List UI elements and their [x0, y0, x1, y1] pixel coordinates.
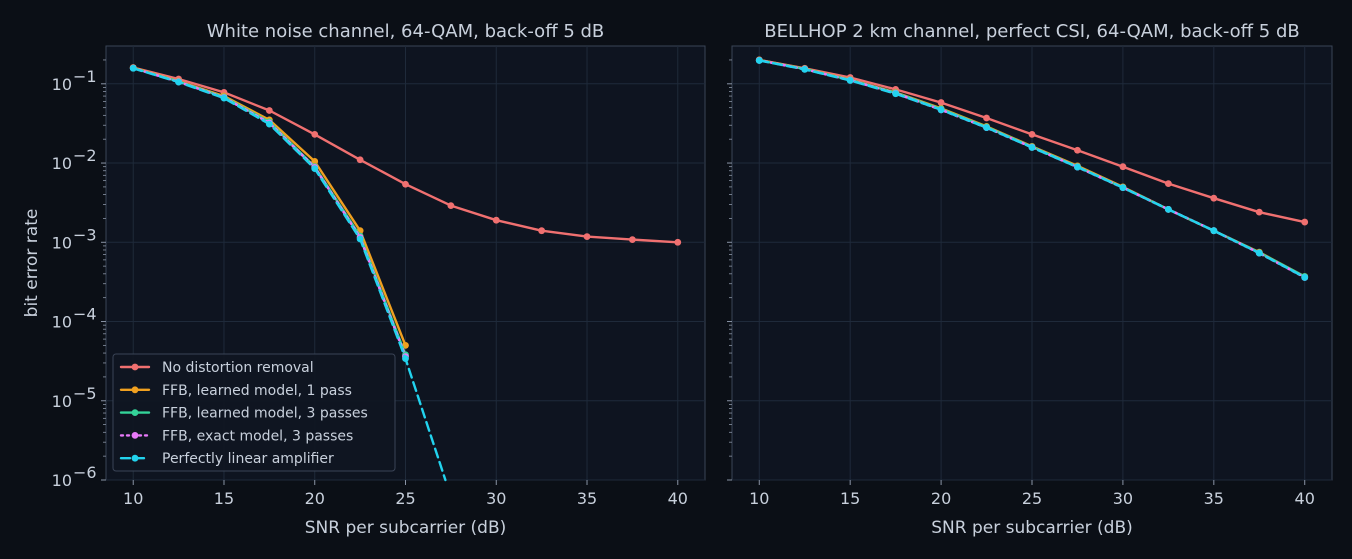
data-point-no-distortion-removal	[311, 130, 319, 138]
y-tick-label: 10	[52, 313, 72, 332]
data-point-no-distortion-removal	[1074, 146, 1081, 154]
y-tick-label-exponent: −1	[73, 67, 97, 86]
data-point-perfectly-linear-amplifier	[801, 65, 809, 73]
left-chart-title: White noise channel, 64-QAM, back-off 5 …	[207, 21, 605, 42]
data-point-no-distortion-removal	[265, 107, 273, 114]
data-point-perfectly-linear-amplifier	[983, 124, 990, 132]
data-point-perfectly-linear-amplifier	[220, 94, 228, 102]
legend-marker-ffb-learned-model-1-pass	[131, 386, 139, 394]
data-point-no-distortion-removal	[1119, 163, 1127, 171]
data-point-ffb-learned-model-1-pass	[311, 157, 319, 165]
right-chart-panel: 10 15 20 25 30 35 40 BELLHOP 2 km channel, per…	[727, 21, 1333, 538]
x-tick-label: 25	[1022, 489, 1042, 508]
data-point-no-distortion-removal	[447, 202, 455, 210]
y-tick-label-exponent: −6	[73, 463, 97, 482]
x-tick-label: 40	[668, 489, 688, 508]
legend-label-ffb-learned-model-3-passes: FFB, learned model, 3 passes	[162, 406, 368, 422]
legend-marker-ffb-learned-model-3-passes	[131, 409, 139, 416]
data-point-perfectly-linear-amplifier	[1301, 274, 1309, 281]
legend-marker-ffb-exact-model-3-passes	[131, 432, 139, 439]
right-chart-title: BELLHOP 2 km channel, perfect CSI, 64-QA…	[764, 21, 1300, 42]
data-point-no-distortion-removal	[1164, 180, 1172, 188]
data-point-perfectly-linear-amplifier	[129, 64, 137, 72]
left-y-axis-label: bit error rate	[22, 209, 42, 318]
data-point-perfectly-linear-amplifier	[937, 106, 945, 114]
data-point-no-distortion-removal	[356, 156, 364, 164]
data-point-no-distortion-removal	[1210, 194, 1218, 202]
data-point-perfectly-linear-amplifier	[846, 77, 854, 84]
data-point-perfectly-linear-amplifier	[311, 165, 319, 173]
y-tick-label: 10	[52, 392, 72, 411]
data-point-no-distortion-removal	[402, 180, 409, 188]
data-point-perfectly-linear-amplifier	[402, 355, 409, 363]
x-tick-label: 15	[214, 489, 234, 508]
data-point-perfectly-linear-amplifier	[175, 78, 183, 86]
data-point-no-distortion-removal	[937, 99, 945, 106]
x-tick-label: 35	[1204, 489, 1224, 508]
x-tick-label: 35	[577, 489, 597, 508]
legend-label-ffb-exact-model-3-passes: FFB, exact model, 3 passes	[162, 428, 353, 444]
legend-label-perfectly-linear-amplifier: Perfectly linear amplifier	[162, 451, 334, 467]
legend-marker-no-distortion-removal	[131, 363, 139, 371]
legend-marker-perfectly-linear-amplifier	[131, 454, 139, 462]
data-point-no-distortion-removal	[1301, 218, 1309, 226]
data-point-perfectly-linear-amplifier	[356, 235, 364, 243]
y-tick-label-exponent: −4	[73, 305, 97, 324]
data-point-no-distortion-removal	[492, 216, 500, 224]
x-tick-label: 20	[931, 489, 951, 508]
y-tick-label: 10	[52, 233, 72, 252]
y-tick-label: 10	[52, 154, 72, 173]
x-tick-label: 10	[749, 489, 769, 508]
data-point-perfectly-linear-amplifier	[892, 90, 900, 98]
legend-label-no-distortion-removal: No distortion removal	[162, 360, 314, 376]
data-point-perfectly-linear-amplifier	[1028, 144, 1036, 151]
left-x-axis-label: SNR per subcarrier (dB)	[305, 518, 507, 538]
series-line-perfectly-linear-amplifier	[131, 67, 447, 482]
x-tick-label: 10	[123, 489, 143, 508]
data-point-perfectly-linear-amplifier	[1164, 206, 1172, 213]
x-tick-label: 40	[1295, 489, 1315, 508]
x-tick-label: 30	[1113, 489, 1133, 508]
y-tick-label-exponent: −2	[73, 146, 97, 165]
data-point-perfectly-linear-amplifier	[1119, 184, 1127, 191]
right-x-axis-label: SNR per subcarrier (dB)	[931, 518, 1133, 538]
data-point-no-distortion-removal	[674, 238, 682, 246]
data-point-no-distortion-removal	[538, 227, 546, 235]
data-point-perfectly-linear-amplifier	[755, 57, 763, 64]
y-tick-label: 10	[52, 471, 72, 490]
x-tick-label: 30	[486, 489, 506, 508]
x-tick-label: 20	[305, 489, 325, 508]
y-tick-label-exponent: −5	[73, 384, 97, 403]
data-point-perfectly-linear-amplifier	[1255, 249, 1263, 257]
legend: No distortion removal FFB, learned model,…	[112, 353, 396, 472]
x-tick-label: 25	[395, 489, 415, 508]
x-tick-label: 15	[840, 489, 860, 508]
data-point-perfectly-linear-amplifier	[1210, 227, 1218, 235]
data-point-perfectly-linear-amplifier	[265, 120, 273, 128]
y-tick-label: 10	[52, 75, 72, 94]
data-point-no-distortion-removal	[628, 236, 636, 244]
data-point-no-distortion-removal	[1028, 130, 1036, 138]
legend-label-ffb-learned-model-1-pass: FFB, learned model, 1 pass	[162, 383, 352, 399]
data-point-no-distortion-removal	[583, 233, 591, 240]
data-point-perfectly-linear-amplifier	[1074, 163, 1081, 171]
data-point-no-distortion-removal	[983, 114, 990, 122]
data-point-no-distortion-removal	[1255, 208, 1263, 216]
y-tick-label-exponent: −3	[73, 225, 97, 244]
